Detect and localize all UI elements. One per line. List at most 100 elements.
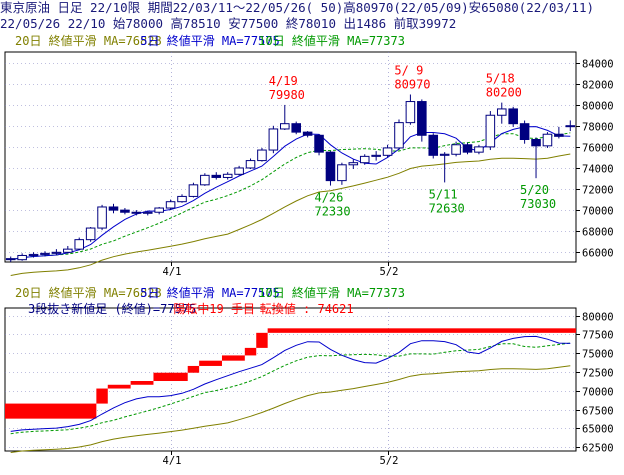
legend-entry: 20日 終値平滑 MA=76828	[15, 285, 162, 300]
line-break-brick	[187, 365, 200, 373]
y-tick-label: 76000	[582, 143, 614, 155]
candle-body	[485, 114, 496, 148]
line-break-brick	[267, 328, 576, 333]
candlestick-chart: 84000 82000 80000 78000 76000 74000 72000 70000…	[4, 33, 614, 278]
annotation-value: 79980	[269, 88, 305, 102]
legend-entry: 10日 終値平滑 MA=77373	[258, 33, 405, 48]
candle-body	[17, 254, 27, 261]
legend-entry: 10日 終値平滑 MA=77373	[258, 285, 405, 300]
candle-body	[40, 252, 50, 255]
y-tick-label: 77500	[582, 330, 614, 342]
candle-body	[451, 144, 461, 155]
candle-body	[280, 123, 290, 130]
candle-body	[314, 134, 324, 153]
candle-body	[188, 184, 199, 197]
y-tick-label: 62500	[582, 443, 614, 455]
candle-body	[417, 101, 427, 136]
line-break-brick	[107, 384, 131, 389]
line-break-brick	[244, 347, 257, 356]
annotation-date: 5/11	[429, 187, 458, 201]
y-tick-label: 80000	[582, 101, 614, 113]
annotation-value: 80200	[486, 86, 522, 100]
ma5-line	[10, 335, 571, 432]
candle-body	[439, 153, 450, 156]
candle-body	[108, 206, 119, 211]
candle-body	[474, 146, 484, 153]
candle-body	[302, 131, 313, 136]
y-tick-label: 74000	[582, 164, 614, 176]
line-break-brick	[5, 403, 97, 419]
candle-body	[291, 123, 301, 133]
candle-body	[531, 139, 541, 147]
annotation-value: 72630	[429, 201, 465, 215]
annotation-date: 4/26	[314, 191, 343, 205]
candle-body	[85, 227, 96, 241]
candle-body	[257, 149, 267, 162]
ma20-line	[10, 153, 571, 276]
candle-body	[63, 248, 73, 253]
candle-body	[165, 201, 176, 209]
header-line-1: 東京原油 日足 22/10限 期間22/03/11～22/05/26( 50)高…	[0, 0, 624, 16]
candle-body	[211, 174, 222, 178]
y-tick-label: 66000	[582, 248, 614, 260]
legend-entry: 5日 終値平滑 MA=77575	[140, 33, 279, 48]
candle-body	[120, 209, 130, 213]
header-line-2: 22/05/26 22/10 始78000 高78510 安77500 終780…	[0, 16, 624, 32]
candle-body	[177, 195, 187, 203]
y-tick-label: 67500	[582, 406, 614, 418]
candle-body	[74, 239, 85, 250]
three-line-break-chart: 80000 77500 75000 72500 70000 67500 65000 62500…	[4, 285, 614, 467]
y-tick-label: 65000	[582, 424, 614, 436]
y-tick-label: 70000	[582, 387, 614, 399]
x-tick-label: 5/2	[380, 266, 399, 278]
info-text-1: 陽転中	[173, 301, 209, 316]
candle-body	[542, 133, 553, 147]
line-break-brick	[153, 372, 188, 382]
candle-body	[234, 167, 244, 175]
info-text-3: 転換値 : 74621	[260, 301, 354, 316]
annotation-value: 72330	[314, 205, 350, 219]
candle-body	[405, 101, 416, 124]
candle-body	[222, 173, 233, 178]
candle-body	[508, 108, 518, 125]
y-tick-label: 82000	[582, 80, 614, 92]
annotation-date: 5/20	[520, 183, 549, 197]
x-tick-label: 4/1	[163, 266, 182, 278]
candle-body	[462, 144, 473, 153]
candle-body	[496, 108, 507, 116]
y-tick-label: 78000	[582, 122, 614, 134]
candle-body	[51, 251, 62, 254]
candle-body	[200, 174, 210, 186]
candle-body	[5, 258, 16, 261]
annotation-value: 80970	[394, 77, 430, 91]
candle-body	[348, 162, 359, 166]
x-tick-label: 5/2	[380, 455, 399, 467]
x-tick-label: 4/1	[163, 455, 182, 467]
candle-body	[565, 125, 576, 128]
ma10-line	[10, 342, 571, 435]
y-tick-label: 72000	[582, 185, 614, 197]
candle-body	[359, 155, 370, 164]
ma10-line	[10, 132, 571, 261]
candle-body	[142, 211, 153, 214]
legend-entry: 20日 終値平滑 MA=76828	[15, 33, 162, 48]
candle-body	[371, 154, 381, 157]
y-tick-label: 72500	[582, 368, 614, 380]
candle-body	[325, 151, 336, 182]
annotation-date: 5/ 9	[394, 63, 423, 77]
ma20-line	[10, 365, 571, 453]
y-tick-label: 75000	[582, 349, 614, 361]
candle-body	[245, 160, 256, 169]
candle-body	[268, 128, 279, 151]
annotation-date: 4/19	[269, 74, 298, 88]
candle-body	[131, 211, 142, 214]
legend-entry: 5日 終値平滑 MA=77575	[140, 285, 279, 300]
candle-body	[97, 206, 107, 229]
candle-body	[382, 147, 393, 156]
line-break-brick	[130, 381, 154, 385]
candle-body	[428, 134, 439, 156]
y-tick-label: 84000	[582, 59, 614, 71]
candle-body	[337, 164, 347, 182]
line-break-brick	[199, 360, 222, 366]
annotation-value: 73030	[520, 197, 556, 211]
